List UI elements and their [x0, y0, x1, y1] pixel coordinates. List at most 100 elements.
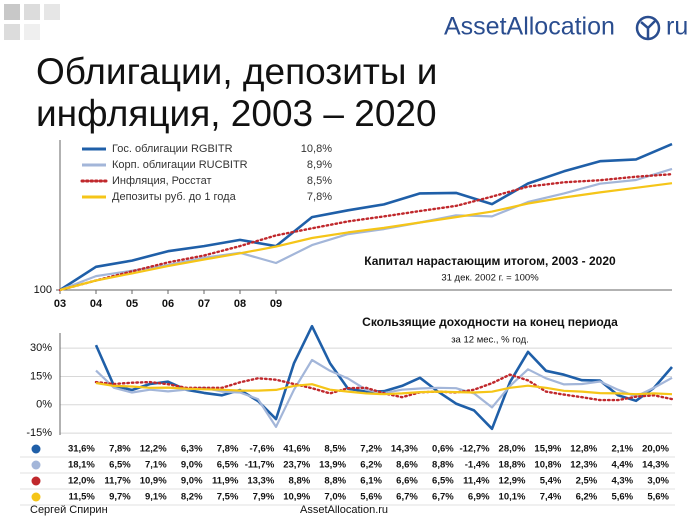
y-tick-label: 30% — [30, 342, 52, 354]
x-tick-label: 05 — [126, 298, 138, 310]
table-cell: 13,3% — [247, 476, 274, 487]
table-cell: 18,8% — [499, 460, 526, 471]
y-tick-label: 100 — [34, 284, 52, 296]
row-marker — [31, 492, 41, 502]
table-cell: 3,0% — [647, 476, 669, 487]
y-tick-label: 0% — [36, 399, 52, 411]
annotation-subtitle: за 12 мес., % год. — [451, 335, 529, 346]
table-cell: 7,4% — [540, 492, 562, 503]
table-cell: 9,0% — [181, 460, 203, 471]
decor — [4, 4, 20, 20]
legend-label: Депозиты руб. до 1 года — [112, 191, 237, 203]
table-cell: 6,5% — [109, 460, 131, 471]
table-cell: 11,9% — [212, 476, 239, 487]
table-cell: 13,9% — [319, 460, 346, 471]
legend-label: Гос. облигации RGBITR — [112, 143, 233, 155]
table-cell: 6,5% — [432, 476, 454, 487]
table-cell: 6,2% — [360, 460, 382, 471]
table-cell: 12,3% — [570, 460, 597, 471]
logo-tld: ru — [666, 13, 688, 41]
table-cell: 11,5% — [68, 492, 95, 503]
table-cell: -1,4% — [465, 460, 490, 471]
annotation-title: Скользящие доходности на конец периода — [362, 315, 618, 329]
decor-squares — [4, 4, 60, 40]
table-cell: -11,7% — [245, 460, 275, 471]
table-cell: 5,4% — [540, 476, 562, 487]
row-marker — [31, 460, 41, 470]
y-tick-label: 15% — [30, 370, 52, 382]
table-cell: 0,6% — [432, 444, 454, 455]
table-cell: 8,8% — [289, 476, 311, 487]
row-marker — [31, 444, 41, 454]
table-cell: 10,9% — [283, 492, 310, 503]
table-cell: 10,1% — [499, 492, 526, 503]
table-cell: 6,7% — [432, 492, 454, 503]
x-tick-label: 06 — [162, 298, 174, 310]
table-cell: 8,5% — [324, 444, 346, 455]
annotation-subtitle: 31 дек. 2002 г. = 100% — [441, 273, 539, 284]
x-tick-label: 09 — [270, 298, 282, 310]
table-cell: 10,9% — [140, 476, 167, 487]
series-line — [59, 182, 673, 292]
legend-label: Инфляция, Росстат — [112, 175, 211, 187]
annotation-title: Капитал нарастающим итогом, 2003 - 2020 — [364, 254, 616, 268]
legend-label: Корп. облигации RUCBITR — [112, 159, 248, 171]
table-cell: 4,3% — [611, 476, 633, 487]
series-line — [95, 382, 673, 396]
table-cell: 7,8% — [217, 444, 239, 455]
table-cell: 12,0% — [68, 476, 95, 487]
table-cell: 15,9% — [534, 444, 561, 455]
table-cell: 14,3% — [391, 444, 418, 455]
decor — [4, 24, 20, 40]
legend-value: 8,5% — [307, 175, 332, 187]
row-marker — [31, 476, 41, 486]
y-tick-label: -15% — [26, 427, 52, 439]
table-cell: 12,8% — [570, 444, 597, 455]
legend-value: 8,9% — [307, 159, 332, 171]
table-cell: 7,8% — [109, 444, 131, 455]
table-cell: 8,2% — [181, 492, 203, 503]
table-cell: 4,4% — [611, 460, 633, 471]
decor — [24, 4, 40, 20]
table-cell: 6,3% — [181, 444, 203, 455]
table-cell: 18,1% — [68, 460, 95, 471]
logo-icon — [635, 15, 661, 41]
table-cell: 5,6% — [611, 492, 633, 503]
table-cell: 7,1% — [145, 460, 167, 471]
series-line — [94, 324, 673, 431]
logo-name: AssetAllocation — [444, 13, 615, 41]
table-cell: 14,3% — [642, 460, 669, 471]
x-tick-label: 03 — [54, 298, 66, 310]
table-cell: 11,4% — [463, 476, 490, 487]
table-cell: 8,6% — [396, 460, 418, 471]
table-cell: 5,6% — [647, 492, 669, 503]
table-cell: 6,2% — [576, 492, 598, 503]
table-cell: 7,2% — [360, 444, 382, 455]
x-tick-label: 04 — [90, 298, 103, 310]
table-cell: 12,2% — [140, 444, 167, 455]
legend-value: 10,8% — [301, 143, 332, 155]
table-cell: 6,9% — [468, 492, 490, 503]
logo-mark — [640, 20, 656, 39]
table-cell: 41,6% — [283, 444, 310, 455]
legend-value: 7,8% — [307, 191, 332, 203]
table-cell: 2,5% — [576, 476, 598, 487]
table-cell: 11,7% — [104, 476, 131, 487]
table-cell: 9,0% — [181, 476, 203, 487]
table-cell: -12,7% — [459, 444, 490, 455]
table-cell: 8,8% — [324, 476, 346, 487]
series-line — [59, 167, 673, 292]
table-cell: 10,8% — [534, 460, 561, 471]
table-cell: 31,6% — [68, 444, 95, 455]
x-tick-label: 08 — [234, 298, 246, 310]
series-line — [59, 142, 673, 292]
table-cell: 7,9% — [253, 492, 275, 503]
series-line — [94, 373, 674, 402]
table-cell: 6,5% — [217, 460, 239, 471]
series-line — [58, 173, 674, 292]
table-cell: 23,7% — [283, 460, 310, 471]
footer-site: AssetAllocation.ru — [300, 504, 388, 516]
table-cell: 6,1% — [360, 476, 382, 487]
decor — [44, 4, 60, 20]
